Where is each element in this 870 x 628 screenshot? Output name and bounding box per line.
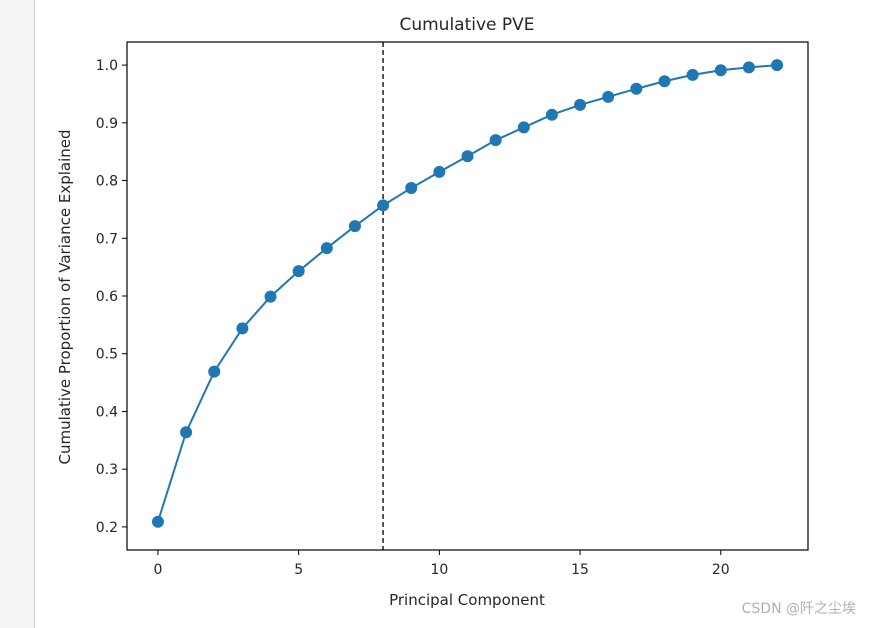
x-tick-label: 10	[430, 562, 448, 578]
data-point	[602, 90, 615, 103]
y-tick-label: 0.5	[96, 347, 118, 363]
data-point	[489, 134, 502, 147]
y-tick-label: 0.4	[96, 404, 118, 420]
data-point	[771, 59, 784, 72]
watermark: CSDN @阡之尘埃	[741, 601, 856, 617]
y-tick-label: 0.3	[96, 462, 118, 478]
data-point	[292, 265, 305, 278]
y-tick-label: 1.0	[96, 58, 118, 74]
data-point	[686, 68, 699, 81]
y-tick-label: 0.2	[96, 520, 118, 536]
data-point	[714, 64, 727, 77]
left-panel-strip	[0, 0, 35, 628]
data-point	[377, 199, 390, 212]
data-point	[264, 290, 277, 303]
data-point	[320, 242, 333, 255]
x-tick-label: 15	[571, 562, 589, 578]
axes-frame	[126, 41, 809, 551]
y-axis-label: Cumulative Proportion of Variance Explai…	[56, 130, 74, 465]
data-point	[517, 121, 530, 134]
y-tick-label: 0.9	[96, 116, 118, 132]
data-point	[658, 75, 671, 88]
x-tick-label: 20	[712, 562, 730, 578]
data-point	[208, 365, 221, 378]
series-line	[157, 64, 778, 523]
data-point	[461, 150, 474, 163]
data-point	[180, 426, 193, 439]
x-axis-label: Principal Component	[389, 591, 545, 609]
y-tick-label: 0.6	[96, 289, 118, 305]
x-tick-label: 0	[153, 562, 162, 578]
data-point	[405, 182, 418, 195]
x-tick-label: 5	[294, 562, 303, 578]
data-point	[545, 108, 558, 121]
y-tick-label: 0.7	[96, 231, 118, 247]
data-point	[742, 61, 755, 74]
data-point	[630, 82, 643, 95]
data-point	[151, 515, 164, 528]
data-point	[574, 98, 587, 111]
y-tick-label: 0.8	[96, 174, 118, 190]
data-point	[236, 322, 249, 335]
data-point	[348, 220, 361, 233]
chart-title: Cumulative PVE	[399, 15, 534, 35]
data-point	[433, 165, 446, 178]
